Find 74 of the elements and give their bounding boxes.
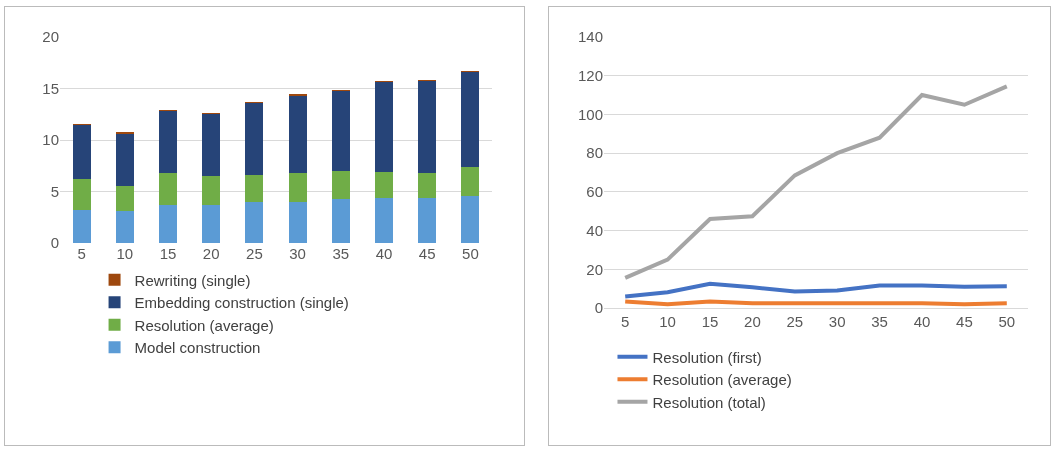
- legend-label: Resolution (first): [652, 348, 762, 366]
- x-tick-label: 10: [659, 313, 676, 330]
- bar: [331, 90, 350, 171]
- bar: [245, 175, 264, 202]
- bar: [418, 172, 437, 198]
- x-tick-label: 30: [289, 245, 306, 262]
- x-tick-label: 5: [621, 313, 630, 330]
- line-series: [623, 281, 1009, 299]
- x-tick-label: 30: [828, 313, 846, 330]
- y-tick-label: 140: [577, 28, 603, 46]
- bar: [158, 172, 178, 205]
- bar: [331, 170, 350, 199]
- bar: [202, 204, 221, 243]
- bar: [461, 72, 480, 167]
- bar: [331, 198, 350, 243]
- line-series: [623, 84, 1009, 280]
- y-tick-label: 20: [42, 28, 59, 46]
- bar: [288, 93, 307, 96]
- x-tick-label: 10: [116, 245, 134, 262]
- bar: [158, 111, 178, 173]
- legend-label: Model construction: [134, 339, 261, 357]
- bar: [461, 166, 480, 196]
- y-tick-label: 10: [42, 131, 59, 149]
- legend-label: Rewriting (single): [134, 271, 251, 289]
- bar: [115, 186, 134, 212]
- x-tick-label: 45: [956, 313, 973, 330]
- legend-label: Resolution (total): [652, 393, 766, 411]
- y-tick-label: 20: [586, 260, 603, 278]
- x-tick-label: 40: [913, 313, 931, 330]
- y-tick-label: 60: [586, 183, 603, 201]
- bar: [245, 201, 264, 243]
- x-tick-label: 25: [246, 245, 263, 262]
- bar: [418, 81, 437, 173]
- bar: [374, 82, 394, 172]
- x-tick-label: 15: [701, 313, 719, 330]
- bar: [202, 114, 221, 177]
- legend-label: Embedding construction (single): [134, 294, 349, 312]
- bar: [158, 204, 178, 243]
- bar: [245, 102, 264, 176]
- bar: [374, 171, 394, 198]
- x-tick-label: 50: [998, 313, 1016, 330]
- bar: [418, 197, 437, 243]
- y-tick-label: 0: [50, 234, 59, 252]
- bar: [288, 172, 307, 202]
- bar: [288, 201, 307, 243]
- bar: [288, 95, 307, 173]
- x-tick-label: 35: [871, 313, 888, 330]
- x-tick-label: 25: [786, 313, 804, 330]
- bar: [115, 211, 134, 243]
- bar: [72, 179, 91, 211]
- bar: [115, 131, 134, 134]
- x-tick-label: 50: [462, 245, 479, 262]
- y-tick-label: 5: [50, 182, 59, 200]
- y-tick-label: 0: [594, 299, 603, 317]
- y-tick-label: 100: [577, 105, 603, 123]
- bar: [202, 176, 221, 205]
- legend-label: Resolution (average): [652, 371, 792, 389]
- x-tick-label: 45: [418, 245, 436, 262]
- x-tick-label: 40: [375, 245, 393, 262]
- x-tick-label: 20: [744, 313, 761, 330]
- bar: [461, 195, 480, 243]
- y-tick-label: 40: [586, 221, 603, 239]
- y-tick-label: 120: [577, 66, 603, 84]
- x-tick-label: 15: [159, 245, 177, 262]
- bar: [374, 197, 394, 243]
- legend-label: Resolution (average): [134, 316, 274, 334]
- bar: [72, 210, 91, 243]
- bar: [115, 133, 134, 187]
- x-tick-label: 5: [77, 245, 86, 262]
- x-tick-label: 35: [332, 245, 350, 262]
- x-tick-label: 20: [202, 245, 220, 262]
- bar: [72, 124, 91, 180]
- y-tick-label: 15: [42, 79, 59, 97]
- y-tick-label: 80: [586, 144, 603, 162]
